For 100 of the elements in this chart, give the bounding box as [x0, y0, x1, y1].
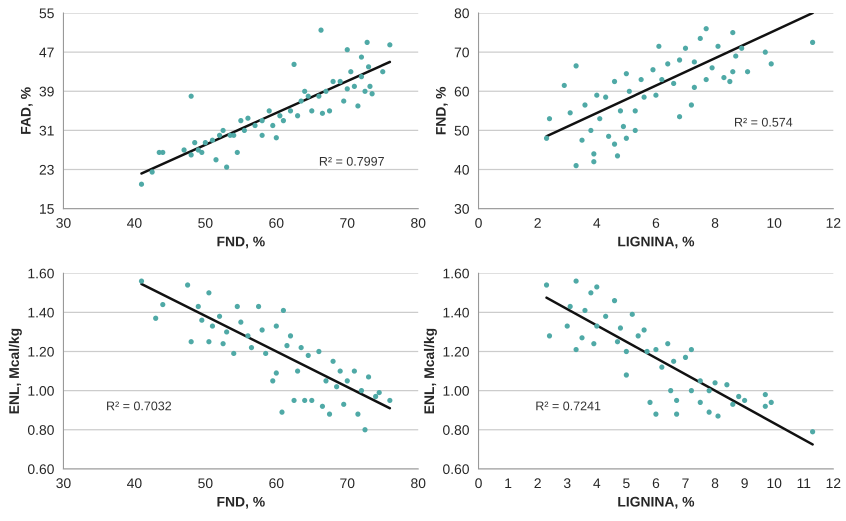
- x-tick-label: 0: [475, 218, 482, 228]
- point: [358, 74, 364, 80]
- point: [632, 108, 638, 114]
- point: [544, 282, 550, 288]
- point: [574, 63, 579, 68]
- point: [647, 400, 653, 405]
- point: [376, 390, 382, 396]
- point: [181, 147, 187, 153]
- point: [210, 323, 216, 329]
- point: [362, 427, 368, 432]
- point: [188, 94, 194, 99]
- point: [260, 132, 265, 138]
- point: [373, 394, 378, 400]
- point: [653, 412, 659, 417]
- y-tick-label: 1.20: [444, 346, 469, 357]
- point: [199, 318, 204, 323]
- point: [768, 400, 774, 405]
- point: [306, 94, 311, 99]
- y-tick-label: 0.80: [28, 425, 54, 435]
- point: [306, 352, 311, 358]
- point: [588, 290, 594, 296]
- point: [638, 76, 644, 82]
- x-tick-label: 0: [475, 478, 482, 488]
- point: [298, 98, 304, 104]
- annotation: R² = 0.7997: [320, 156, 384, 166]
- point: [318, 28, 324, 33]
- point: [216, 132, 222, 138]
- point: [387, 42, 392, 48]
- x-tick-label: 8: [712, 218, 718, 228]
- point: [284, 343, 290, 348]
- point: [665, 341, 670, 346]
- point: [582, 102, 588, 108]
- point: [274, 370, 279, 376]
- point: [288, 333, 294, 338]
- point: [348, 69, 354, 74]
- point: [544, 136, 550, 141]
- point: [546, 116, 552, 122]
- point: [624, 372, 629, 378]
- point: [692, 84, 697, 90]
- point: [231, 350, 236, 356]
- point: [562, 82, 567, 88]
- point: [715, 413, 721, 419]
- point: [704, 26, 709, 32]
- point: [659, 364, 664, 370]
- point: [338, 368, 343, 374]
- point: [603, 314, 608, 319]
- x-tick-label: 60: [269, 218, 284, 228]
- point: [352, 368, 357, 374]
- point: [326, 412, 332, 417]
- x-tick-label: 40: [127, 218, 142, 228]
- point: [291, 398, 297, 404]
- point: [712, 380, 718, 386]
- x-axis-title: FND, %: [217, 496, 265, 509]
- point: [674, 412, 680, 417]
- y-axis-title: FAD, %: [20, 87, 33, 134]
- point: [650, 67, 656, 72]
- x-tick-label: 80: [411, 478, 426, 488]
- point: [632, 128, 638, 134]
- point: [323, 88, 329, 94]
- point: [320, 404, 326, 409]
- point: [248, 344, 254, 350]
- point: [656, 44, 662, 49]
- x-tick-label: 1: [505, 478, 512, 488]
- point: [234, 150, 240, 156]
- point: [188, 152, 194, 158]
- point: [202, 140, 208, 146]
- point: [579, 138, 585, 143]
- point: [653, 92, 659, 98]
- point: [355, 103, 361, 109]
- point: [274, 323, 279, 329]
- point: [624, 136, 629, 141]
- point: [341, 98, 346, 104]
- point: [280, 308, 286, 314]
- x-tick-label: 50: [198, 478, 213, 488]
- point: [245, 116, 251, 121]
- y-tick-label: 0.60: [28, 464, 54, 474]
- x-tick-label: 12: [826, 218, 840, 228]
- point: [334, 384, 340, 390]
- point: [597, 116, 602, 122]
- point: [659, 76, 664, 82]
- point: [256, 304, 262, 310]
- x-tick-label: 4: [593, 478, 600, 488]
- x-tick-label: 3: [564, 478, 570, 488]
- y-tick-label: 50: [454, 126, 469, 136]
- point: [344, 47, 350, 52]
- y-tick-label: 31: [40, 126, 54, 136]
- point: [274, 135, 279, 140]
- y-tick-label: 23: [40, 164, 54, 175]
- point: [574, 278, 579, 284]
- point: [620, 124, 626, 130]
- point: [671, 80, 676, 86]
- y-tick-label: 40: [454, 164, 469, 175]
- point: [362, 88, 368, 94]
- point: [150, 169, 155, 175]
- point: [626, 88, 632, 94]
- point: [546, 333, 552, 338]
- y-tick-label: 1.20: [28, 346, 54, 357]
- point: [688, 102, 694, 108]
- y-tick-label: 15: [40, 204, 54, 214]
- point: [358, 388, 364, 394]
